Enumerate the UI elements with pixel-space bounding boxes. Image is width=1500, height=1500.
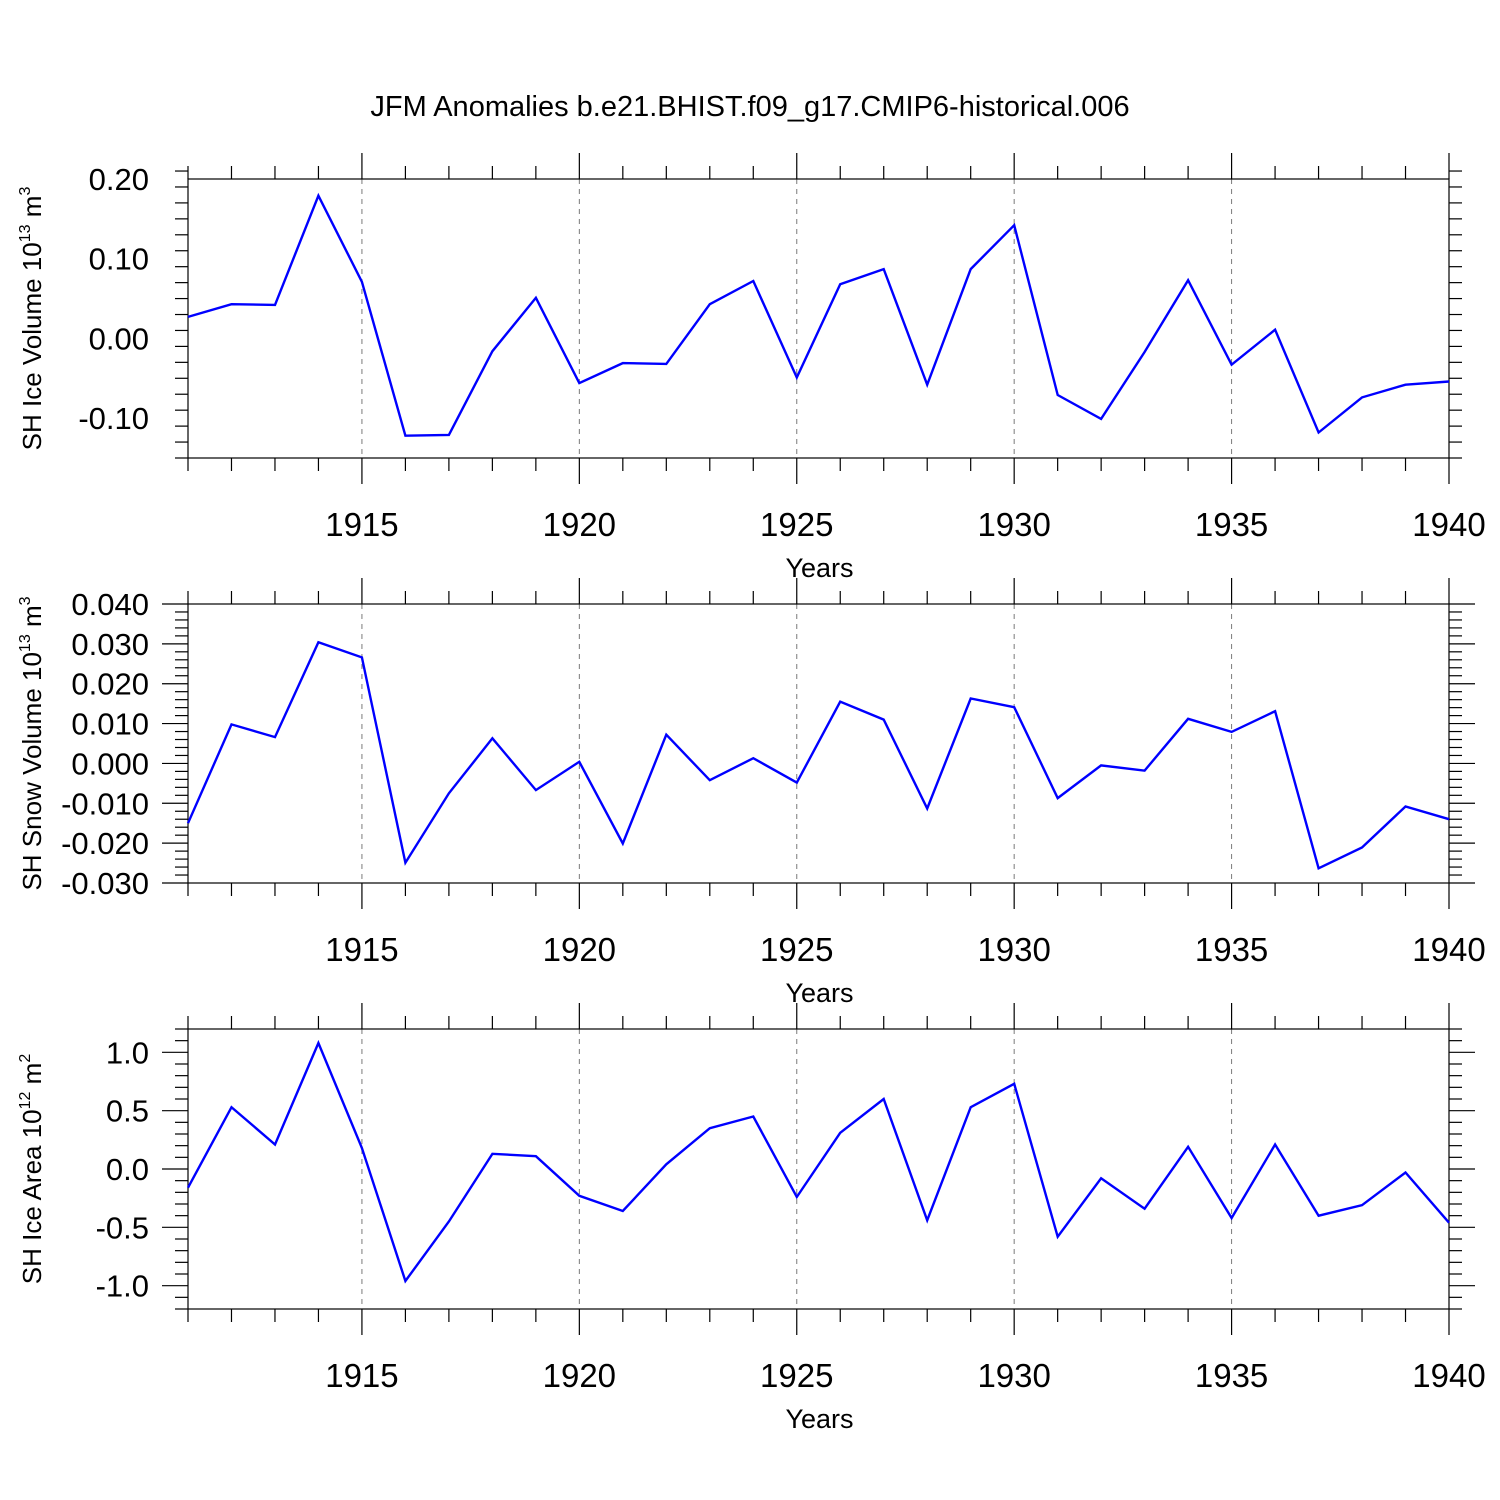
x-tick-label: 1915 — [325, 931, 398, 968]
y-axis-title-exponent: 13 — [17, 224, 34, 242]
x-tick-label: 1940 — [1412, 931, 1485, 968]
y-axis-title-unit-exponent: 3 — [17, 187, 34, 196]
series-line-ice-area — [188, 1043, 1449, 1281]
y-tick-label: 0.040 — [71, 587, 149, 622]
panels: 1915 1920 1925 1930 1935 1940 Years 0.20 0.10 0.0… — [17, 153, 1486, 1434]
y-axis-title: SH Snow Volume 1013 m3 — [17, 596, 47, 890]
panel-ice-area: 1915 1920 1925 1930 1935 1940 Years 1.0 0.5 0.0 -0… — [17, 1003, 1486, 1434]
y-tick-label: 0.00 — [89, 321, 149, 356]
y-tick-label: -0.030 — [61, 866, 149, 901]
x-tick-label: 1925 — [760, 931, 833, 968]
x-tick-label: 1920 — [543, 506, 616, 543]
x-tick-label: 1930 — [977, 931, 1050, 968]
y-tick-label: 0.10 — [89, 242, 149, 277]
x-tick-label: 1940 — [1412, 1357, 1485, 1394]
y-axis-title-exponent: 13 — [17, 634, 34, 652]
x-tick-label: 1925 — [760, 506, 833, 543]
series-line-snow-volume — [188, 642, 1449, 868]
series-line-ice-volume — [188, 196, 1449, 436]
y-tick-label: 0.020 — [71, 667, 149, 702]
y-tick-label: 0.5 — [106, 1094, 149, 1129]
y-axis-title-main: SH Ice Volume 10 — [17, 242, 47, 450]
y-axis-title-unit: m — [17, 605, 47, 634]
x-axis-title: Years — [785, 553, 853, 583]
y-tick-label: 1.0 — [106, 1035, 149, 1070]
x-tick-label: 1930 — [977, 506, 1050, 543]
x-tick-label: 1915 — [325, 1357, 398, 1394]
y-axis-title-unit-exponent: 3 — [17, 596, 34, 605]
panel-snow-volume: 1915 1920 1925 1930 1935 1940 Years 0.040 0.030 0… — [17, 578, 1486, 1008]
x-tick-label: 1920 — [543, 931, 616, 968]
figure-title: JFM Anomalies b.e21.BHIST.f09_g17.CMIP6-… — [370, 91, 1129, 123]
y-tick-label: -1.0 — [96, 1269, 149, 1304]
y-axis-title-main: SH Ice Area 10 — [17, 1109, 47, 1284]
x-tick-label: 1925 — [760, 1357, 833, 1394]
y-tick-label: -0.020 — [61, 826, 149, 861]
y-axis-title: SH Ice Area 1012 m2 — [17, 1054, 47, 1285]
y-tick-label: 0.000 — [71, 746, 149, 781]
y-axis-title-unit-exponent: 2 — [17, 1054, 34, 1063]
x-axis-title: Years — [785, 978, 853, 1008]
x-tick-label: 1935 — [1195, 931, 1268, 968]
y-tick-label: 0.20 — [89, 162, 149, 197]
x-tick-label: 1935 — [1195, 506, 1268, 543]
y-axis-title: SH Ice Volume 1013 m3 — [17, 187, 47, 451]
y-tick-label: -0.10 — [78, 401, 149, 436]
y-tick-label: -0.5 — [96, 1210, 149, 1245]
y-axis-title-unit: m — [17, 196, 47, 225]
y-axis-title-main: SH Snow Volume 10 — [17, 652, 47, 890]
plot-frame — [188, 179, 1449, 458]
y-axis-title-exponent: 12 — [17, 1091, 34, 1109]
y-axis-title-unit: m — [17, 1063, 47, 1092]
y-tick-label: 0.030 — [71, 627, 149, 662]
x-tick-label: 1940 — [1412, 506, 1485, 543]
panel-ice-volume: 1915 1920 1925 1930 1935 1940 Years 0.20 0.10 0.0… — [17, 153, 1486, 583]
x-tick-label: 1915 — [325, 506, 398, 543]
y-tick-label: 0.0 — [106, 1152, 149, 1187]
y-tick-label: 0.010 — [71, 707, 149, 742]
x-tick-label: 1920 — [543, 1357, 616, 1394]
x-tick-label: 1935 — [1195, 1357, 1268, 1394]
figure: JFM Anomalies b.e21.BHIST.f09_g17.CMIP6-… — [0, 0, 1500, 1500]
x-tick-label: 1930 — [977, 1357, 1050, 1394]
x-axis-title: Years — [785, 1404, 853, 1434]
y-tick-label: -0.010 — [61, 786, 149, 821]
